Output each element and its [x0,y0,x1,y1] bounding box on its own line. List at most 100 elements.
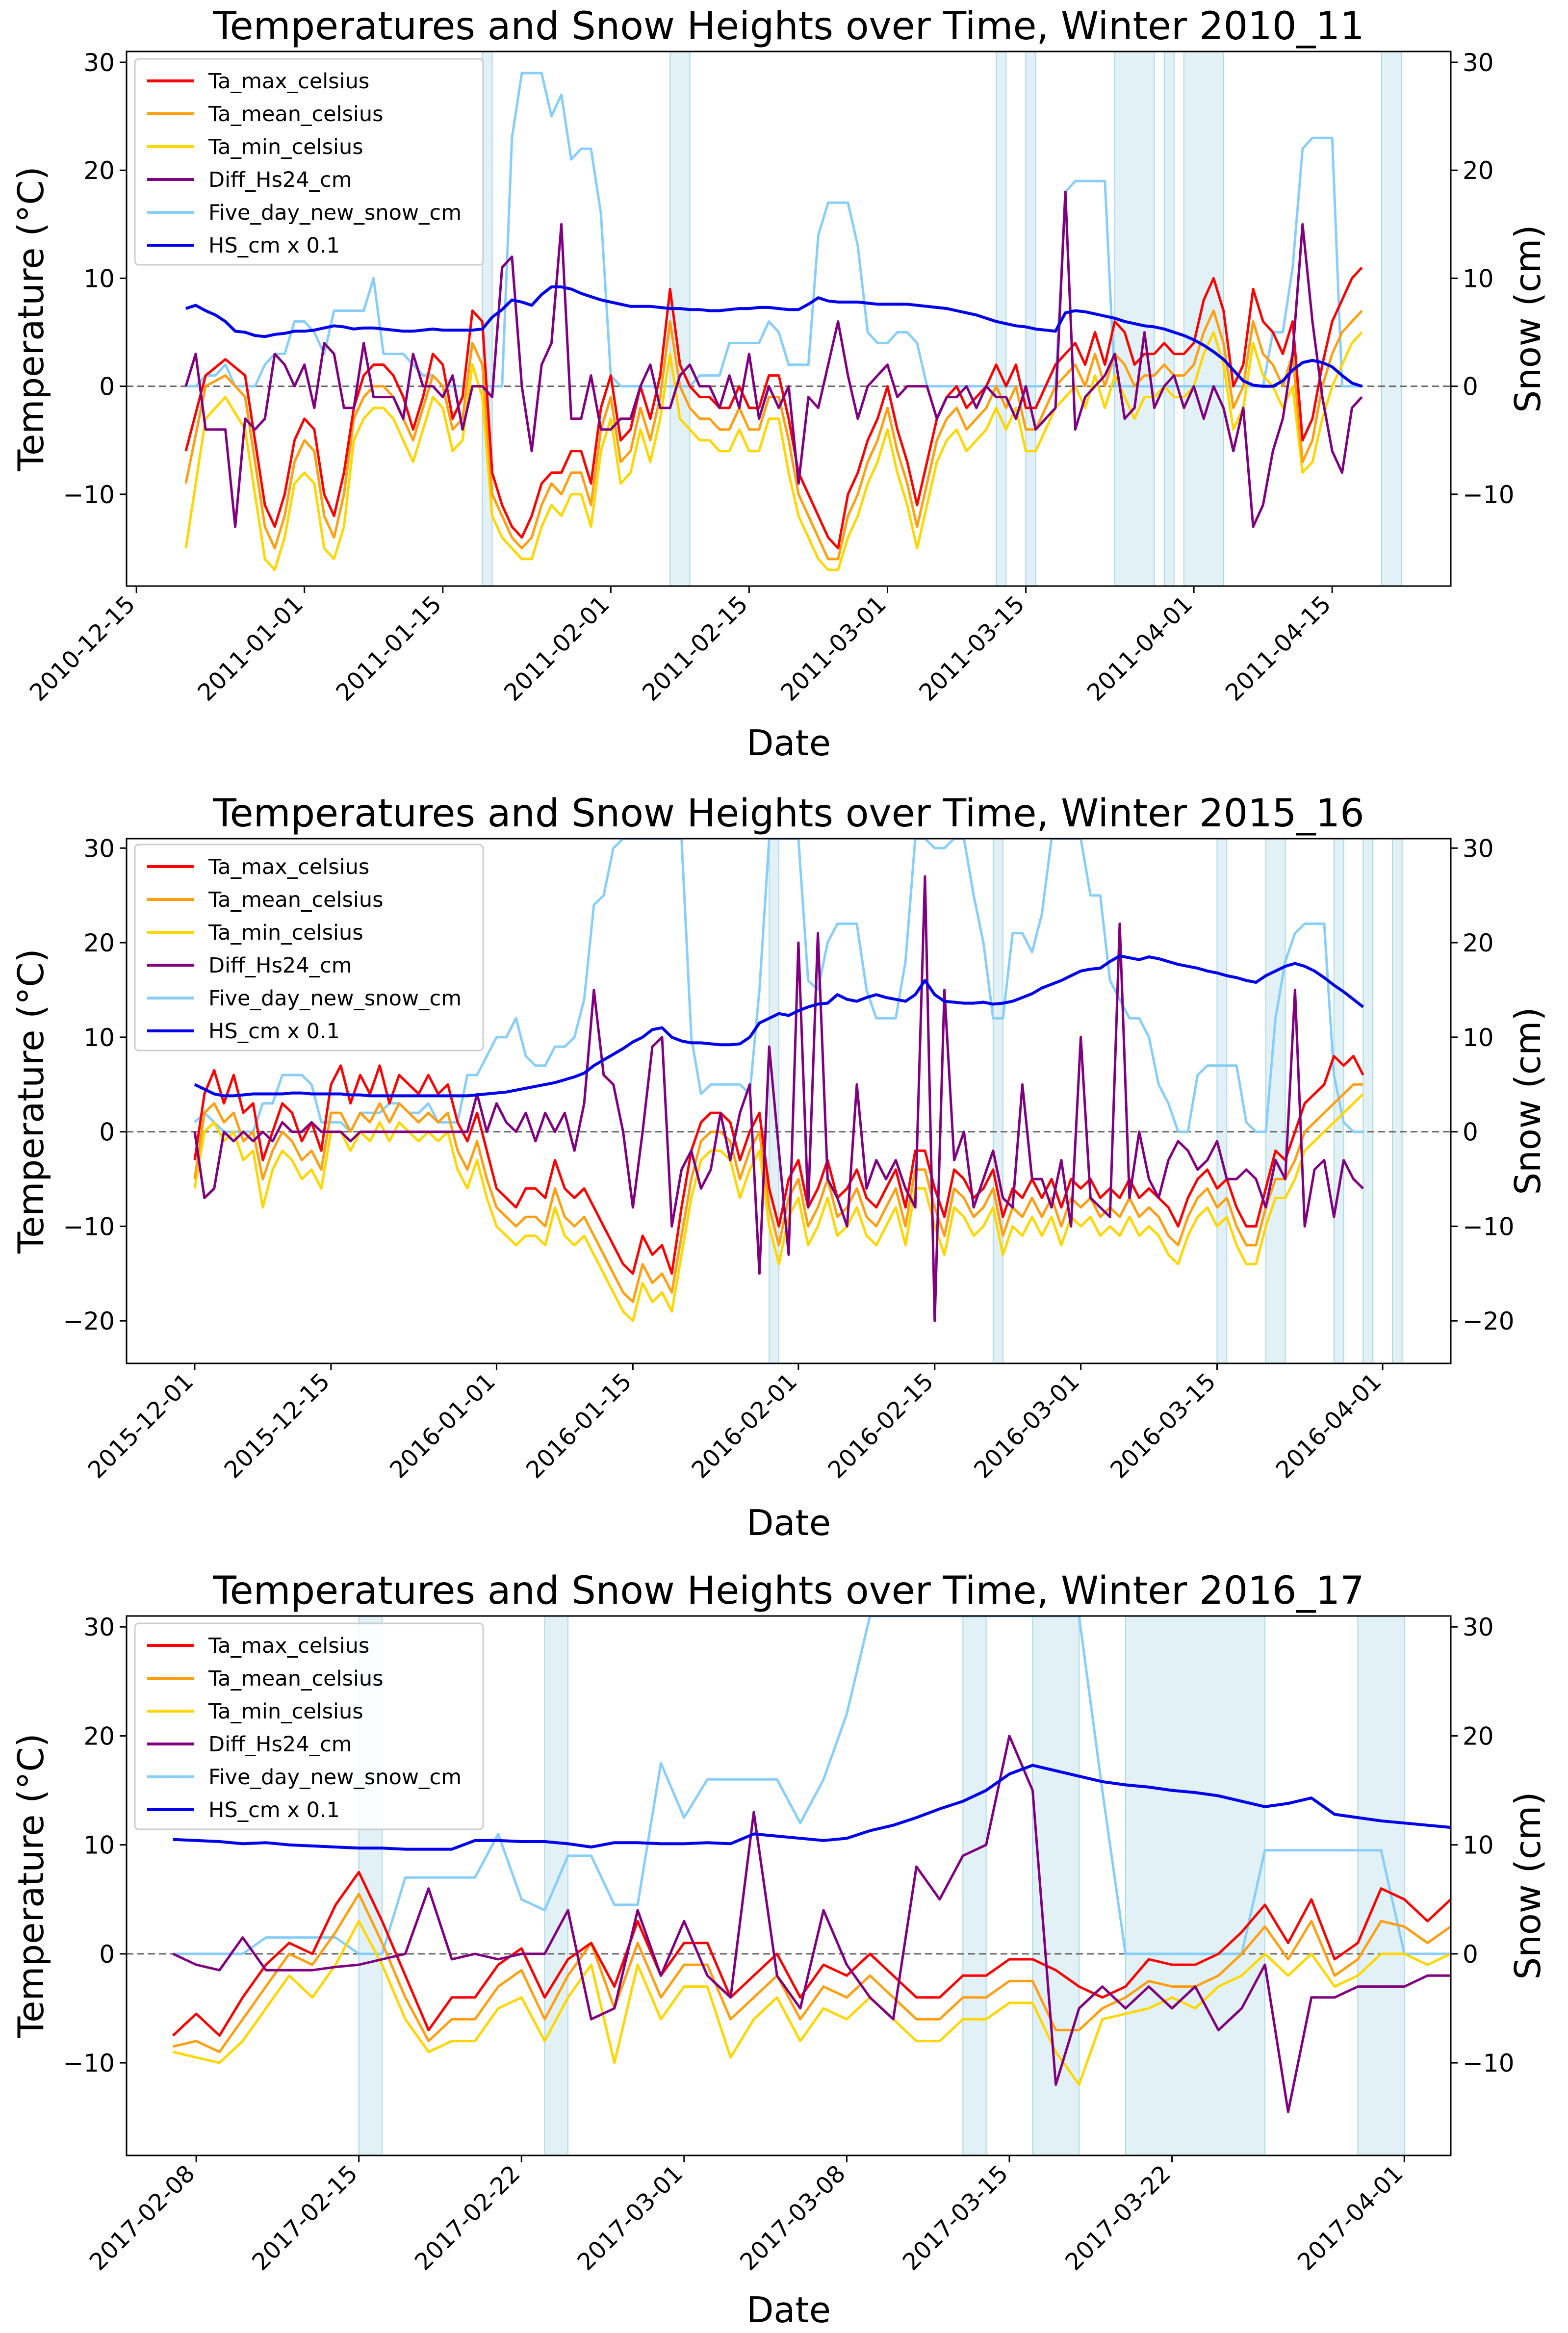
y2-tick-label: 30 [1463,49,1494,77]
x-tick-label: 2011-03-15 [914,590,1030,707]
y-axis-label: Temperature (°C) [10,949,51,1254]
legend-box [134,1622,484,1830]
x-axis-label: Date [746,722,831,764]
y2-tick-label: 30 [1463,834,1494,863]
chart-title: Temperatures and Snow Heights over Time,… [212,792,1364,836]
legend-label: Ta_mean_celsius [208,888,384,912]
series-line-ta-max-celsius [184,266,1363,550]
x-tick-label: 2017-03-22 [1060,2160,1176,2276]
y2-tick-label: −10 [1463,2049,1515,2077]
legend-entries: Ta_max_celsius Ta_mean_celsius Ta_min_cels… [147,1634,462,1822]
y2-tick-label: 0 [1463,1118,1478,1147]
legend-label: Ta_mean_celsius [208,1666,384,1691]
shaded-period [1357,1616,1405,2155]
y-axis-right: −10 0 10 20 30 [1451,1613,1515,2077]
shaded-periods [482,51,1402,586]
shaded-period [962,1616,987,2155]
y-tick-label: 20 [83,1722,115,1750]
series-line-ta-mean-celsius [193,1083,1363,1304]
legend: Ta_max_celsius Ta_mean_celsius Ta_min_cels… [134,58,484,266]
x-tick-label: 2011-04-01 [1082,590,1198,707]
x-tick-label: 2016-04-01 [1271,1368,1387,1484]
x-tick-label: 2017-03-15 [898,2160,1014,2276]
x-tick-label: 2016-03-15 [1105,1368,1221,1484]
y2-tick-label: −10 [1463,1212,1515,1241]
x-axis-label: Date [746,1502,831,1543]
y-tick-label: 20 [83,156,115,185]
plot-frame [126,838,1452,1364]
y-tick-label: 30 [83,1613,115,1641]
y2-axis-label: Snow (cm) [1507,1007,1548,1195]
y-tick-label: 0 [99,373,115,401]
series-line-hs-cm-x-0-1 [194,954,1364,1098]
shaded-period [1362,839,1374,1363]
legend-label: Five_day_new_snow_cm [208,201,462,225]
y2-tick-label: −20 [1463,1307,1515,1335]
y-axis-label: Temperature (°C) [10,1733,51,2038]
series-line-ta-min-celsius [184,331,1363,571]
shaded-period [1163,51,1175,586]
y2-tick-label: 10 [1463,264,1494,293]
legend-label: Ta_min_celsius [208,921,363,945]
shaded-period [1025,51,1036,586]
legend-label: Ta_max_celsius [208,1634,369,1658]
legend-label: Ta_min_celsius [208,1699,363,1724]
shaded-period [1125,1616,1266,2155]
x-tick-label: 2011-03-01 [775,590,892,707]
y2-tick-label: 0 [1463,1940,1478,1969]
series-line-diff-hs24-cm [193,875,1364,1322]
x-tick-label: 2017-03-08 [735,2160,851,2276]
chart-title: Temperatures and Snow Heights over Time,… [212,4,1364,49]
y-axis-left: −10 0 10 20 30 [63,49,127,509]
x-tick-label: 2016-01-15 [521,1368,637,1484]
series-line-ta-mean-celsius [184,309,1363,561]
y2-axis-label: Snow (cm) [1507,225,1548,412]
x-tick-label: 2017-04-01 [1292,2160,1409,2276]
shaded-periods [358,1616,1405,2155]
x-tick-label: 2011-02-01 [499,590,615,707]
y-tick-label: 10 [83,1831,115,1860]
x-tick-label: 2011-01-15 [331,590,447,707]
legend-label: Diff_Hs24_cm [208,1732,352,1757]
shaded-period [1381,51,1402,586]
series-line-ta-min-celsius [193,1093,1364,1322]
legend-label: Ta_max_celsius [208,855,369,879]
legend-box [134,844,484,1051]
chart-title: Temperatures and Snow Heights over Time,… [212,1569,1364,1613]
legend-label: Diff_Hs24_cm [208,953,352,978]
x-tick-label: 2011-04-15 [1220,590,1337,707]
series-line-ta-max-celsius [172,1871,1451,2037]
y2-tick-label: 30 [1463,1613,1494,1641]
chart-panel-2: Temperatures and Snow Heights over Time,… [10,792,1548,1543]
x-tick-label: 2011-02-15 [637,590,753,707]
y2-tick-label: −10 [1463,481,1515,509]
y-tick-label: 20 [83,929,115,957]
y-tick-label: −20 [63,1307,115,1335]
y-axis-left: −20 −10 0 10 20 30 [63,834,127,1335]
x-axis: 2015-12-01 2015-12-15 2016-01-01 2016-01-15… [83,1363,1387,1484]
y-tick-label: 30 [83,834,115,863]
x-axis-label: Date [746,2289,831,2331]
legend-label: HS_cm x 0.1 [208,1019,340,1044]
y-tick-label: 30 [83,49,115,77]
legend-label: Five_day_new_snow_cm [208,986,462,1011]
y-tick-label: −10 [63,1212,115,1241]
x-tick-label: 2011-01-01 [192,590,308,707]
series-line-hs-cm-x-0-1 [173,1764,1451,1851]
y-tick-label: 10 [83,264,115,293]
plot-frame [126,1615,1452,2156]
x-tick-label: 2017-02-22 [410,2160,526,2276]
x-tick-label: 2010-12-15 [25,590,141,707]
shaded-period [669,51,691,586]
y-axis-left: −10 0 10 20 30 [63,1613,127,2077]
x-tick-label: 2017-02-08 [84,2160,201,2276]
x-axis: 2017-02-08 2017-02-15 2017-02-22 2017-03-01… [84,2155,1409,2276]
plot-frame [126,51,1452,587]
y-axis-right: −10 0 10 20 30 [1451,49,1515,509]
legend-label: HS_cm x 0.1 [208,1798,340,1822]
legend-label: Diff_Hs24_cm [208,168,352,192]
x-tick-label: 2016-02-01 [686,1368,802,1484]
x-tick-label: 2015-12-15 [219,1368,335,1484]
shaded-period [1391,839,1403,1363]
